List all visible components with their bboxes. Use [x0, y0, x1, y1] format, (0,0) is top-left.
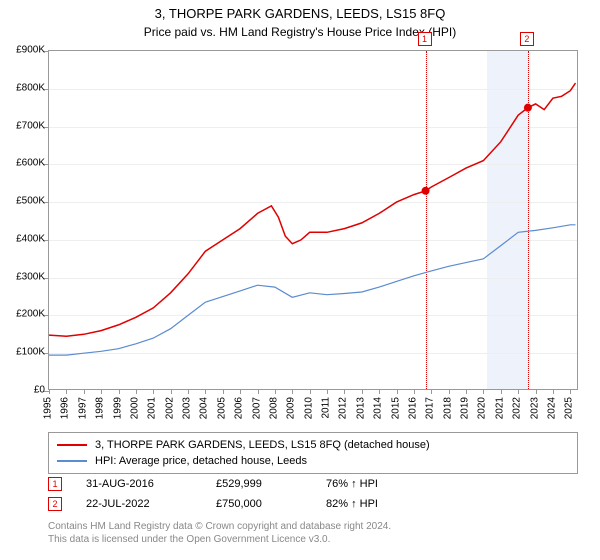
sales-table: 1 31-AUG-2016 £529,999 76% ↑ HPI 2 22-JU… — [48, 474, 578, 514]
sales-pct-2: 82% ↑ HPI — [326, 498, 446, 510]
xlabel: 2009 — [286, 397, 297, 419]
xlabel: 2010 — [303, 397, 314, 419]
xlabel: 2019 — [460, 397, 471, 419]
xlabel: 1996 — [60, 397, 71, 419]
ylabel: £300K — [0, 271, 45, 282]
plot-area — [48, 50, 578, 390]
chart-container: 3, THORPE PARK GARDENS, LEEDS, LS15 8FQ … — [0, 0, 600, 560]
xlabel: 2002 — [164, 397, 175, 419]
xlabel: 1998 — [95, 397, 106, 419]
ylabel: £0 — [0, 385, 45, 396]
xlabel: 2001 — [147, 397, 158, 419]
sale-marker-box-1: 1 — [418, 32, 432, 46]
xlabel: 2016 — [407, 397, 418, 419]
xlabel: 2021 — [494, 397, 505, 419]
footer-line2: This data is licensed under the Open Gov… — [48, 533, 391, 546]
ylabel: £400K — [0, 233, 45, 244]
legend-swatch-hpi — [57, 460, 87, 462]
ylabel: £200K — [0, 309, 45, 320]
xlabel: 1999 — [112, 397, 123, 419]
xlabel: 2008 — [268, 397, 279, 419]
ylabel: £600K — [0, 158, 45, 169]
xlabel: 1997 — [77, 397, 88, 419]
sales-date-2: 22-JUL-2022 — [86, 498, 216, 510]
footer-attribution: Contains HM Land Registry data © Crown c… — [48, 520, 391, 546]
xlabel: 2011 — [321, 397, 332, 419]
xlabel: 2006 — [234, 397, 245, 419]
chart-title: 3, THORPE PARK GARDENS, LEEDS, LS15 8FQ — [0, 6, 600, 21]
sales-pct-1: 76% ↑ HPI — [326, 478, 446, 490]
xlabel: 2005 — [216, 397, 227, 419]
xlabel: 2003 — [182, 397, 193, 419]
xlabel: 2014 — [373, 397, 384, 419]
sales-idx-1: 1 — [48, 477, 62, 491]
ylabel: £500K — [0, 196, 45, 207]
xlabel: 2000 — [129, 397, 140, 419]
sale-dot-2 — [524, 104, 532, 112]
legend-row-hpi: HPI: Average price, detached house, Leed… — [57, 453, 569, 469]
series-hpi — [49, 225, 576, 355]
sales-row-1: 1 31-AUG-2016 £529,999 76% ↑ HPI — [48, 474, 578, 494]
sales-date-1: 31-AUG-2016 — [86, 478, 216, 490]
sales-idx-2: 2 — [48, 497, 62, 511]
ylabel: £800K — [0, 82, 45, 93]
xlabel: 2017 — [425, 397, 436, 419]
xlabel: 2020 — [477, 397, 488, 419]
legend-label-property: 3, THORPE PARK GARDENS, LEEDS, LS15 8FQ … — [95, 439, 430, 451]
xlabel: 2015 — [390, 397, 401, 419]
series-property — [49, 83, 576, 336]
title-block: 3, THORPE PARK GARDENS, LEEDS, LS15 8FQ … — [0, 0, 600, 39]
xlabel: 2022 — [512, 397, 523, 419]
legend-row-property: 3, THORPE PARK GARDENS, LEEDS, LS15 8FQ … — [57, 437, 569, 453]
ylabel: £700K — [0, 120, 45, 131]
ylabel: £100K — [0, 347, 45, 358]
sales-row-2: 2 22-JUL-2022 £750,000 82% ↑ HPI — [48, 494, 578, 514]
sale-dot-1 — [422, 187, 430, 195]
sale-marker-box-2: 2 — [520, 32, 534, 46]
sales-price-2: £750,000 — [216, 498, 326, 510]
plot-svg — [49, 51, 579, 391]
xlabel: 2013 — [355, 397, 366, 419]
xlabel: 2025 — [564, 397, 575, 419]
xlabel: 2004 — [199, 397, 210, 419]
xlabel: 2007 — [251, 397, 262, 419]
legend-box: 3, THORPE PARK GARDENS, LEEDS, LS15 8FQ … — [48, 432, 578, 474]
sales-price-1: £529,999 — [216, 478, 326, 490]
xlabel: 2018 — [442, 397, 453, 419]
chart-subtitle: Price paid vs. HM Land Registry's House … — [0, 25, 600, 39]
xlabel: 2024 — [546, 397, 557, 419]
ylabel: £900K — [0, 45, 45, 56]
legend-swatch-property — [57, 444, 87, 446]
xlabel: 2023 — [529, 397, 540, 419]
footer-line1: Contains HM Land Registry data © Crown c… — [48, 520, 391, 533]
xlabel: 2012 — [338, 397, 349, 419]
xlabel: 1995 — [43, 397, 54, 419]
legend-label-hpi: HPI: Average price, detached house, Leed… — [95, 455, 307, 467]
